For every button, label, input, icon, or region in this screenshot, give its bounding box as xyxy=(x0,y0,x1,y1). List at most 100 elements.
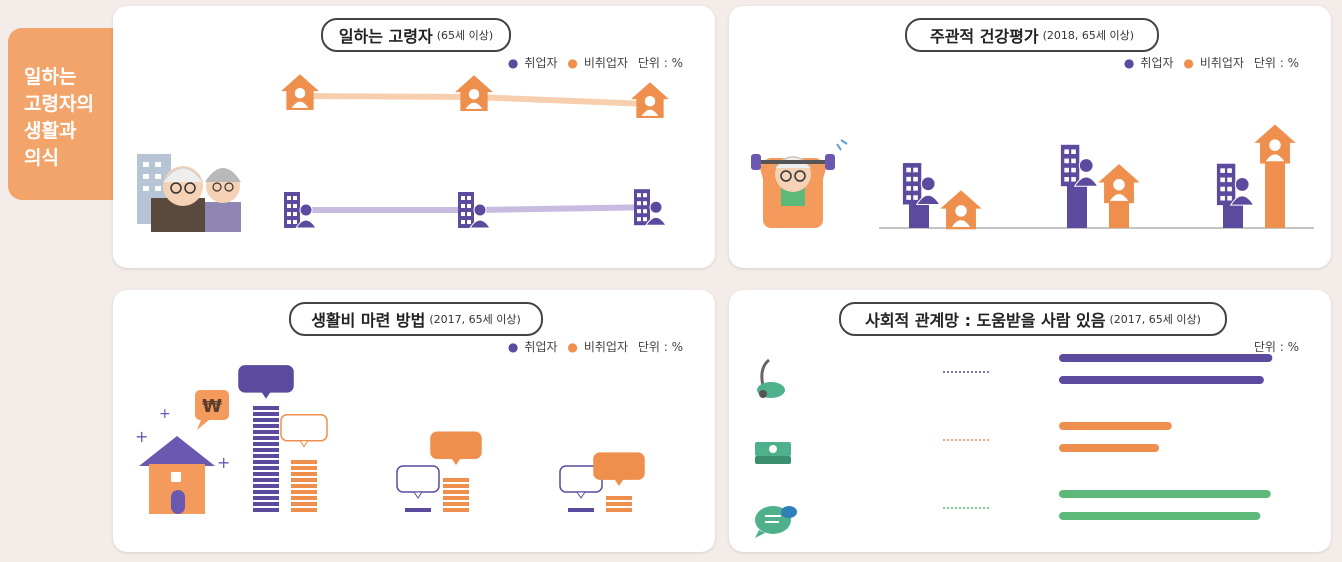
house-roof xyxy=(1098,164,1140,183)
person-head xyxy=(955,205,967,217)
building-window xyxy=(461,212,465,216)
badge-pointer xyxy=(261,391,271,399)
bar-stripe xyxy=(253,478,279,482)
unit-label: 단위 : % xyxy=(1253,340,1299,354)
bar-unemployed xyxy=(606,496,632,512)
office-worker-icon xyxy=(1060,144,1099,187)
building-shape xyxy=(1216,163,1236,206)
elderly-couple-icon xyxy=(137,154,241,232)
person-head xyxy=(1269,139,1281,151)
person-head xyxy=(294,87,306,99)
side-tab-line: 고령자의 xyxy=(24,93,94,115)
building-window xyxy=(906,167,911,173)
person-body xyxy=(291,101,309,108)
person-head xyxy=(644,95,656,107)
value-badge xyxy=(593,452,645,486)
person-body xyxy=(951,220,971,228)
building-window xyxy=(293,196,297,200)
legend: ● 취업자 ● 비취업자 단위 : % xyxy=(507,340,683,354)
house-roof xyxy=(455,75,493,93)
building-window xyxy=(1227,177,1232,183)
building-window xyxy=(1071,167,1076,173)
building-window xyxy=(1220,186,1225,192)
building-window xyxy=(1227,186,1232,192)
building-window xyxy=(1064,158,1069,164)
person-body xyxy=(645,216,667,226)
bar-stripe xyxy=(253,466,279,470)
bar-unemployed xyxy=(1109,199,1129,228)
unit-label-wrap: 단위 : % xyxy=(1254,338,1305,355)
legend-employed: 취업자 xyxy=(524,56,558,70)
bar-stripe xyxy=(443,508,469,512)
building-window xyxy=(287,220,291,224)
panel-health: 주관적 건강평가 (2018, 65세 이상) ● 취업자 ● 비취업자 단위 : … xyxy=(729,6,1331,268)
panel-social-network: 사회적 관계망 : 도움받을 사람 있음 (2017, 65세 이상) 단위 :… xyxy=(729,290,1331,552)
badge-pointer xyxy=(413,491,423,499)
house-person-icon xyxy=(631,82,669,118)
legend: ● 취업자 ● 비취업자 단위 : % xyxy=(1123,56,1299,70)
bar-stripe xyxy=(291,508,317,512)
building-window xyxy=(293,220,297,224)
house-body xyxy=(1104,180,1134,204)
bar-stripe xyxy=(291,496,317,500)
house-body xyxy=(946,206,976,230)
person-body xyxy=(915,194,941,205)
bar-employed xyxy=(253,406,279,512)
building-shape xyxy=(284,192,300,228)
person-head xyxy=(473,203,487,217)
bar-employed xyxy=(568,508,594,512)
badge-pointer xyxy=(614,478,624,486)
building-window xyxy=(637,193,641,198)
badge-box xyxy=(430,431,482,459)
building-window xyxy=(1220,195,1225,201)
svg-text:₩: ₩ xyxy=(202,396,222,417)
bar-unemployed xyxy=(1265,159,1285,228)
chat-bubble-icon xyxy=(755,506,797,538)
bar-stripe xyxy=(606,508,632,512)
badge-pointer xyxy=(576,491,586,499)
social-chart-svg xyxy=(755,354,1273,538)
building-window xyxy=(637,201,641,206)
person-body xyxy=(469,219,491,229)
value-badge xyxy=(430,431,482,466)
building-window xyxy=(1220,168,1225,173)
bar-stripe xyxy=(291,460,317,464)
house-won-icon: ₩ + + + xyxy=(135,390,230,514)
house-body xyxy=(286,89,314,110)
bar-unemployed xyxy=(291,460,317,512)
chart-title-pill: 주관적 건강평가 (2018, 65세 이상) xyxy=(905,18,1159,52)
building-window xyxy=(1064,177,1069,182)
chart-title: 주관적 건강평가 xyxy=(929,27,1039,46)
living-cost-bars xyxy=(238,365,645,512)
value-badge xyxy=(238,365,294,399)
building-shape xyxy=(634,189,650,226)
building-window xyxy=(913,176,918,182)
chart-subtitle: (2017, 65세 이상) xyxy=(1109,313,1201,326)
badge-box xyxy=(238,365,294,393)
unit-label: 단위 : % xyxy=(637,56,683,70)
badge-box xyxy=(396,465,440,493)
person-head xyxy=(1078,158,1094,173)
person-body xyxy=(641,109,659,116)
value-badge xyxy=(559,465,603,499)
legend-employed: 취업자 xyxy=(524,340,558,354)
elderly-dumbbell-icon xyxy=(751,139,848,228)
bar-stripe xyxy=(253,436,279,440)
bar-stripe xyxy=(291,472,317,476)
badge-pointer xyxy=(451,457,461,466)
building-window xyxy=(461,196,465,200)
social-bars xyxy=(943,354,1273,520)
badge-box xyxy=(593,452,645,480)
person-head xyxy=(649,200,663,214)
bar-stripe xyxy=(291,466,317,470)
person-body xyxy=(295,219,317,229)
chart-subtitle: (2018, 65세 이상) xyxy=(1042,29,1135,42)
house-body xyxy=(460,90,488,111)
bar-stripe xyxy=(405,508,431,512)
line-chart-svg xyxy=(137,74,669,232)
building-window xyxy=(637,217,641,222)
building-window xyxy=(913,186,918,191)
building-window xyxy=(293,212,297,216)
bar-employed xyxy=(1223,201,1243,228)
badge-box xyxy=(280,413,328,442)
